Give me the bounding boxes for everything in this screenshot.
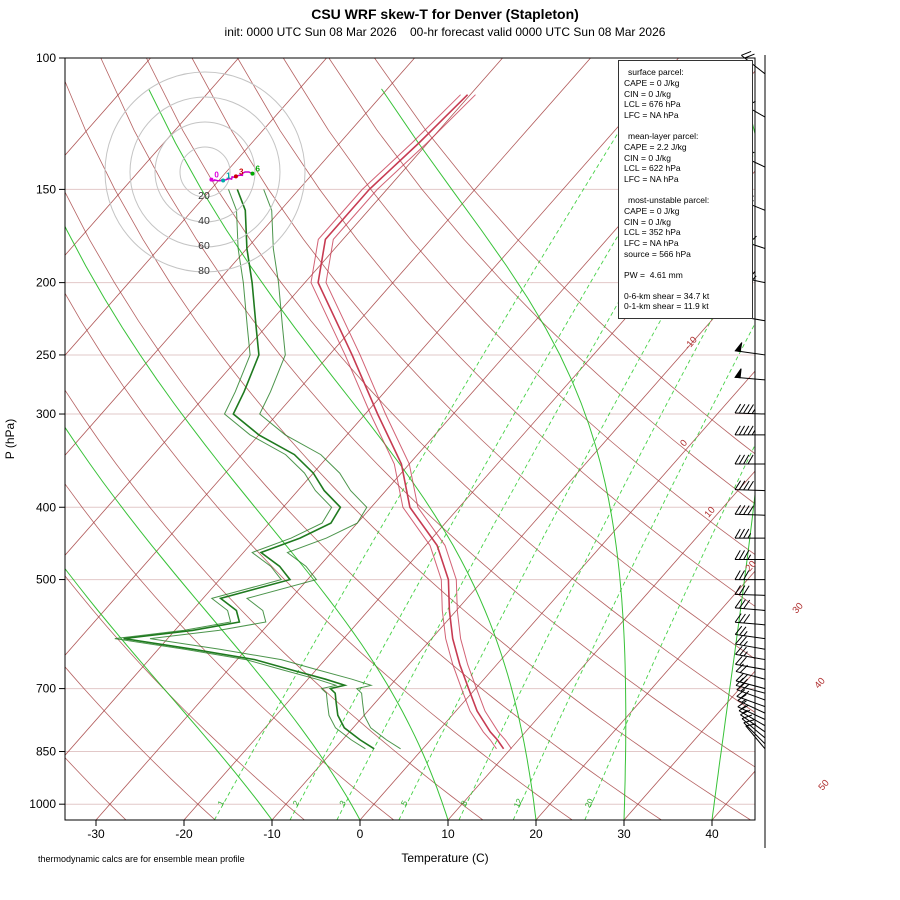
- hodograph-height-marker: [221, 178, 226, 183]
- spacer: [624, 260, 747, 270]
- y-tick-label: 150: [36, 182, 56, 196]
- chart-title: CSU WRF skew-T for Denver (Stapleton): [311, 6, 579, 22]
- shear-line: 0-6-km shear = 34.7 kt: [624, 290, 710, 301]
- parcel-info-line: LFC = NA hPa: [624, 238, 679, 249]
- parcel-section-header: most-unstable parcel:: [628, 194, 710, 205]
- mixing-ratio-label: 3: [338, 799, 348, 807]
- x-tick-label: -20: [175, 827, 193, 841]
- isotherm-label: 0: [678, 438, 690, 449]
- spacer: [624, 185, 747, 195]
- parcel-info-line: source = 566 hPa: [624, 248, 691, 259]
- y-tick-label: 700: [36, 682, 56, 696]
- spacer: [624, 121, 747, 131]
- hodograph-height-marker: [250, 171, 255, 176]
- chart-subtitle: init: 0000 UTC Sun 08 Mar 2026 00-hr for…: [224, 25, 666, 39]
- hodograph-height-label: 3: [239, 167, 244, 176]
- x-axis-label: Temperature (C): [401, 851, 489, 865]
- parcel-info-line: CAPE = 0 J/kg: [624, 205, 680, 216]
- parcel-info-line: CAPE = 2.2 J/kg: [624, 141, 687, 152]
- axis-ticks-labels: -30 -20 -10 0 10 20 30 401001502002503004005007…: [29, 51, 719, 841]
- moist-adiabats-group: [65, 88, 755, 820]
- y-tick-label: 400: [36, 500, 56, 514]
- parcel-info-line: CIN = 0 J/kg: [624, 216, 672, 227]
- pw-line: PW = 4.61 mm: [624, 269, 683, 280]
- mixing-ratio-label: 2: [291, 799, 301, 807]
- temperature-profile: [310, 94, 512, 750]
- parcel-section-header: surface parcel:: [628, 67, 684, 77]
- parcel-info-line: LCL = 622 hPa: [624, 163, 681, 174]
- y-tick-label: 100: [36, 51, 56, 65]
- y-axis-title: P (hPa): [3, 419, 17, 459]
- mixing-ratio-label: 1: [216, 799, 226, 807]
- x-tick-label: -10: [263, 827, 281, 841]
- y-tick-label: 300: [36, 407, 56, 421]
- hodograph-height-label: 1: [226, 171, 231, 180]
- hodograph-ring-label: 40: [198, 215, 210, 227]
- hodograph-ring-label: 20: [198, 190, 210, 202]
- y-tick-label: 500: [36, 573, 56, 587]
- x-tick-label: 10: [441, 827, 455, 841]
- parcel-section-header: mean-layer parcel:: [628, 130, 699, 141]
- x-tick-label: -30: [87, 827, 105, 841]
- isotherm-label: 30: [790, 601, 805, 616]
- isotherm-label: 40: [812, 676, 827, 691]
- dewpoint-profile: [114, 189, 401, 750]
- hodograph-height-label: 0: [214, 171, 219, 180]
- y-tick-label: 1000: [29, 797, 56, 811]
- parcel-info-line: LFC = NA hPa: [624, 110, 679, 121]
- mixing-ratio-label: 8: [459, 799, 469, 807]
- isotherm-label: 50: [816, 778, 831, 793]
- mixing-ratio-label: 5: [399, 799, 409, 807]
- x-tick-label: 0: [357, 827, 364, 841]
- hodograph-height-marker: [209, 177, 214, 182]
- x-tick-label: 30: [617, 827, 631, 841]
- hodograph: 20 40 60 80 0 1 3 6: [104, 71, 306, 277]
- y-tick-label: 200: [36, 276, 56, 290]
- y-tick-label: 850: [36, 745, 56, 759]
- parcel-info-line: CIN = 0 J/kg: [624, 88, 672, 99]
- mixing-ratio-group: [214, 130, 755, 820]
- parcel-info-line: LCL = 676 hPa: [624, 99, 681, 110]
- hodograph-ring-label: 60: [198, 240, 210, 252]
- hodograph-ring-label: 80: [198, 265, 210, 277]
- mixing-ratio-labels: 1 2 3 5 8 12 20: [216, 797, 596, 809]
- mixing-ratio-label: 20: [583, 797, 595, 809]
- hodograph-height-label: 6: [255, 165, 260, 174]
- parcel-info-box: surface parcel: CAPE = 0 J/kg CIN = 0 J/kg…: [618, 60, 753, 320]
- parcel-info-line: LCL = 352 hPa: [624, 227, 681, 238]
- parcel-info-line: LFC = NA hPa: [624, 174, 679, 185]
- shear-line: 0-1-km shear = 11.9 kt: [624, 301, 709, 312]
- spacer: [624, 281, 747, 291]
- plot-border: [64, 57, 756, 821]
- parcel-info-line: CAPE = 0 J/kg: [624, 77, 680, 88]
- footnote: thermodynamic calcs are for ensemble mea…: [38, 854, 245, 864]
- parcel-info-line: CIN = 0 J/kg: [624, 152, 672, 163]
- x-tick-label: 20: [529, 827, 543, 841]
- x-tick-label: 40: [705, 827, 719, 841]
- hodograph-height-marker: [233, 174, 238, 179]
- mixing-ratio-label: 12: [512, 797, 524, 809]
- isotherms-group: [65, 58, 755, 820]
- y-tick-label: 250: [36, 348, 56, 362]
